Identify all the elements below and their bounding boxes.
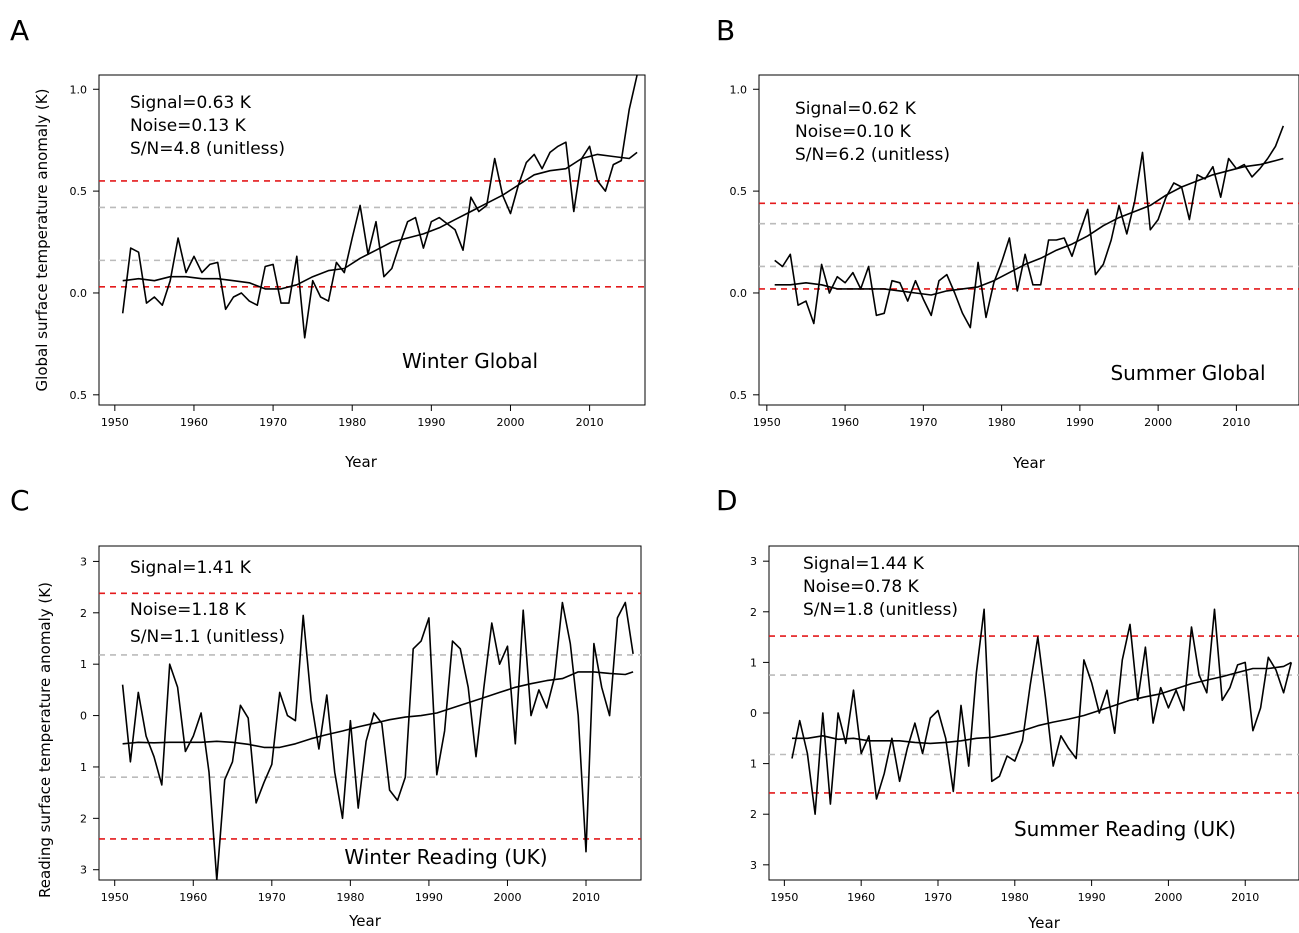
x-tick-label: 2010	[572, 891, 600, 904]
annotation-text: Signal=0.63 K	[130, 93, 252, 113]
y-tick-label: 1.0	[730, 83, 748, 96]
annual-series-line	[792, 609, 1291, 814]
panel-title: Summer Global	[1110, 361, 1265, 385]
y-tick-label: 3	[750, 859, 757, 872]
y-tick-label: 3	[80, 555, 87, 568]
panel-d: D 1950 1960 1970 1980 1990 2000 2010 3 2 1 0 1 2 3 Sign…	[716, 484, 1299, 932]
y-tick-label: 0	[80, 710, 87, 723]
panel-letter: A	[10, 14, 29, 47]
x-tick-label: 1950	[101, 416, 129, 429]
annotation-text: Noise=0.78 K	[803, 577, 920, 597]
y-tick-label: 3	[80, 864, 87, 877]
panel-title: Winter Reading (UK)	[344, 845, 547, 869]
x-tick-label: 1960	[847, 891, 875, 904]
annotation-text: S/N=6.2 (unitless)	[795, 145, 950, 165]
x-tick-label: 2000	[496, 416, 524, 429]
y-tick-label: 0.5	[70, 185, 88, 198]
y-tick-label: 0	[750, 707, 757, 720]
panel-letter: C	[10, 484, 30, 517]
y-tick-label: 1.0	[70, 83, 88, 96]
x-tick-label: 1990	[1078, 891, 1106, 904]
y-tick-label: 2	[80, 607, 87, 620]
annotation-text: Signal=1.44 K	[803, 554, 925, 574]
y-tick-label: 3	[750, 555, 757, 568]
x-tick-label: 2000	[1154, 891, 1182, 904]
y-tick-label: 2	[750, 606, 757, 619]
x-tick-label: 1970	[924, 891, 952, 904]
y-tick-label: 1	[80, 658, 87, 671]
y-tick-label: 2	[750, 808, 757, 821]
panel-c: C 1950 1960 1970 1980 1990 2000 2010 3 2 1 0 1 2 3 Sign…	[10, 484, 641, 930]
x-tick-label: 2000	[1144, 416, 1172, 429]
y-axis-label: Reading surface temperature anomaly (K)	[36, 582, 54, 898]
y-tick-label: 0.5	[730, 389, 748, 402]
x-tick-label: 1980	[1001, 891, 1029, 904]
y-tick-label: 2	[80, 812, 87, 825]
annotation-text: Signal=1.41 K	[130, 558, 252, 578]
annotation-text: Noise=1.18 K	[130, 600, 247, 620]
x-tick-label: 1950	[101, 891, 129, 904]
panel-letter: D	[716, 484, 738, 517]
x-tick-label: 2000	[493, 891, 521, 904]
y-tick-label: 1	[750, 758, 757, 771]
panel-title: Winter Global	[402, 349, 538, 373]
y-tick-label: 1	[80, 761, 87, 774]
x-tick-label: 1990	[415, 891, 443, 904]
y-tick-label: 1	[750, 656, 757, 669]
annual-series-line	[123, 75, 637, 338]
x-axis-label: Year	[1027, 914, 1061, 932]
annotation-text: S/N=1.8 (unitless)	[803, 600, 958, 620]
x-tick-label: 1990	[1066, 416, 1094, 429]
x-tick-label: 1970	[909, 416, 937, 429]
annotation-text: S/N=4.8 (unitless)	[130, 139, 285, 159]
panel-a: A 1950 1960 1970 1980 1990 2000 2010 0.5 0.0 0.5 1.…	[10, 14, 645, 471]
x-tick-label: 1960	[831, 416, 859, 429]
annotation-text: Signal=0.62 K	[795, 99, 917, 119]
x-tick-label: 1950	[753, 416, 781, 429]
panel-title: Summer Reading (UK)	[1014, 817, 1236, 841]
x-tick-label: 1970	[258, 891, 286, 904]
y-tick-label: 0.0	[730, 287, 748, 300]
smoothed-trend-line	[792, 662, 1291, 743]
x-tick-label: 1980	[336, 891, 364, 904]
x-tick-label: 1950	[770, 891, 798, 904]
x-axis-label: Year	[1012, 454, 1046, 472]
x-tick-label: 1990	[417, 416, 445, 429]
x-tick-label: 1980	[338, 416, 366, 429]
x-tick-label: 1960	[180, 416, 208, 429]
panel-b: B 1950 1960 1970 1980 1990 2000 2010 0.5 0.0 0.5 1.…	[716, 14, 1299, 472]
x-axis-label: Year	[344, 453, 378, 471]
annotation-text: Noise=0.10 K	[795, 122, 912, 142]
x-axis-label: Year	[348, 912, 382, 930]
y-tick-label: 0.5	[730, 185, 748, 198]
y-tick-label: 0.5	[70, 389, 88, 402]
annotation-text: S/N=1.1 (unitless)	[130, 627, 285, 647]
x-tick-label: 1970	[259, 416, 287, 429]
annotation-text: Noise=0.13 K	[130, 116, 247, 136]
x-tick-label: 2010	[576, 416, 604, 429]
x-tick-label: 1980	[988, 416, 1016, 429]
x-tick-label: 1960	[179, 891, 207, 904]
y-axis-label: Global surface temperature anomaly (K)	[33, 89, 51, 392]
x-tick-label: 2010	[1231, 891, 1259, 904]
smoothed-trend-line	[123, 672, 633, 748]
panel-letter: B	[716, 14, 735, 47]
x-tick-label: 2010	[1222, 416, 1250, 429]
y-tick-label: 0.0	[70, 287, 88, 300]
